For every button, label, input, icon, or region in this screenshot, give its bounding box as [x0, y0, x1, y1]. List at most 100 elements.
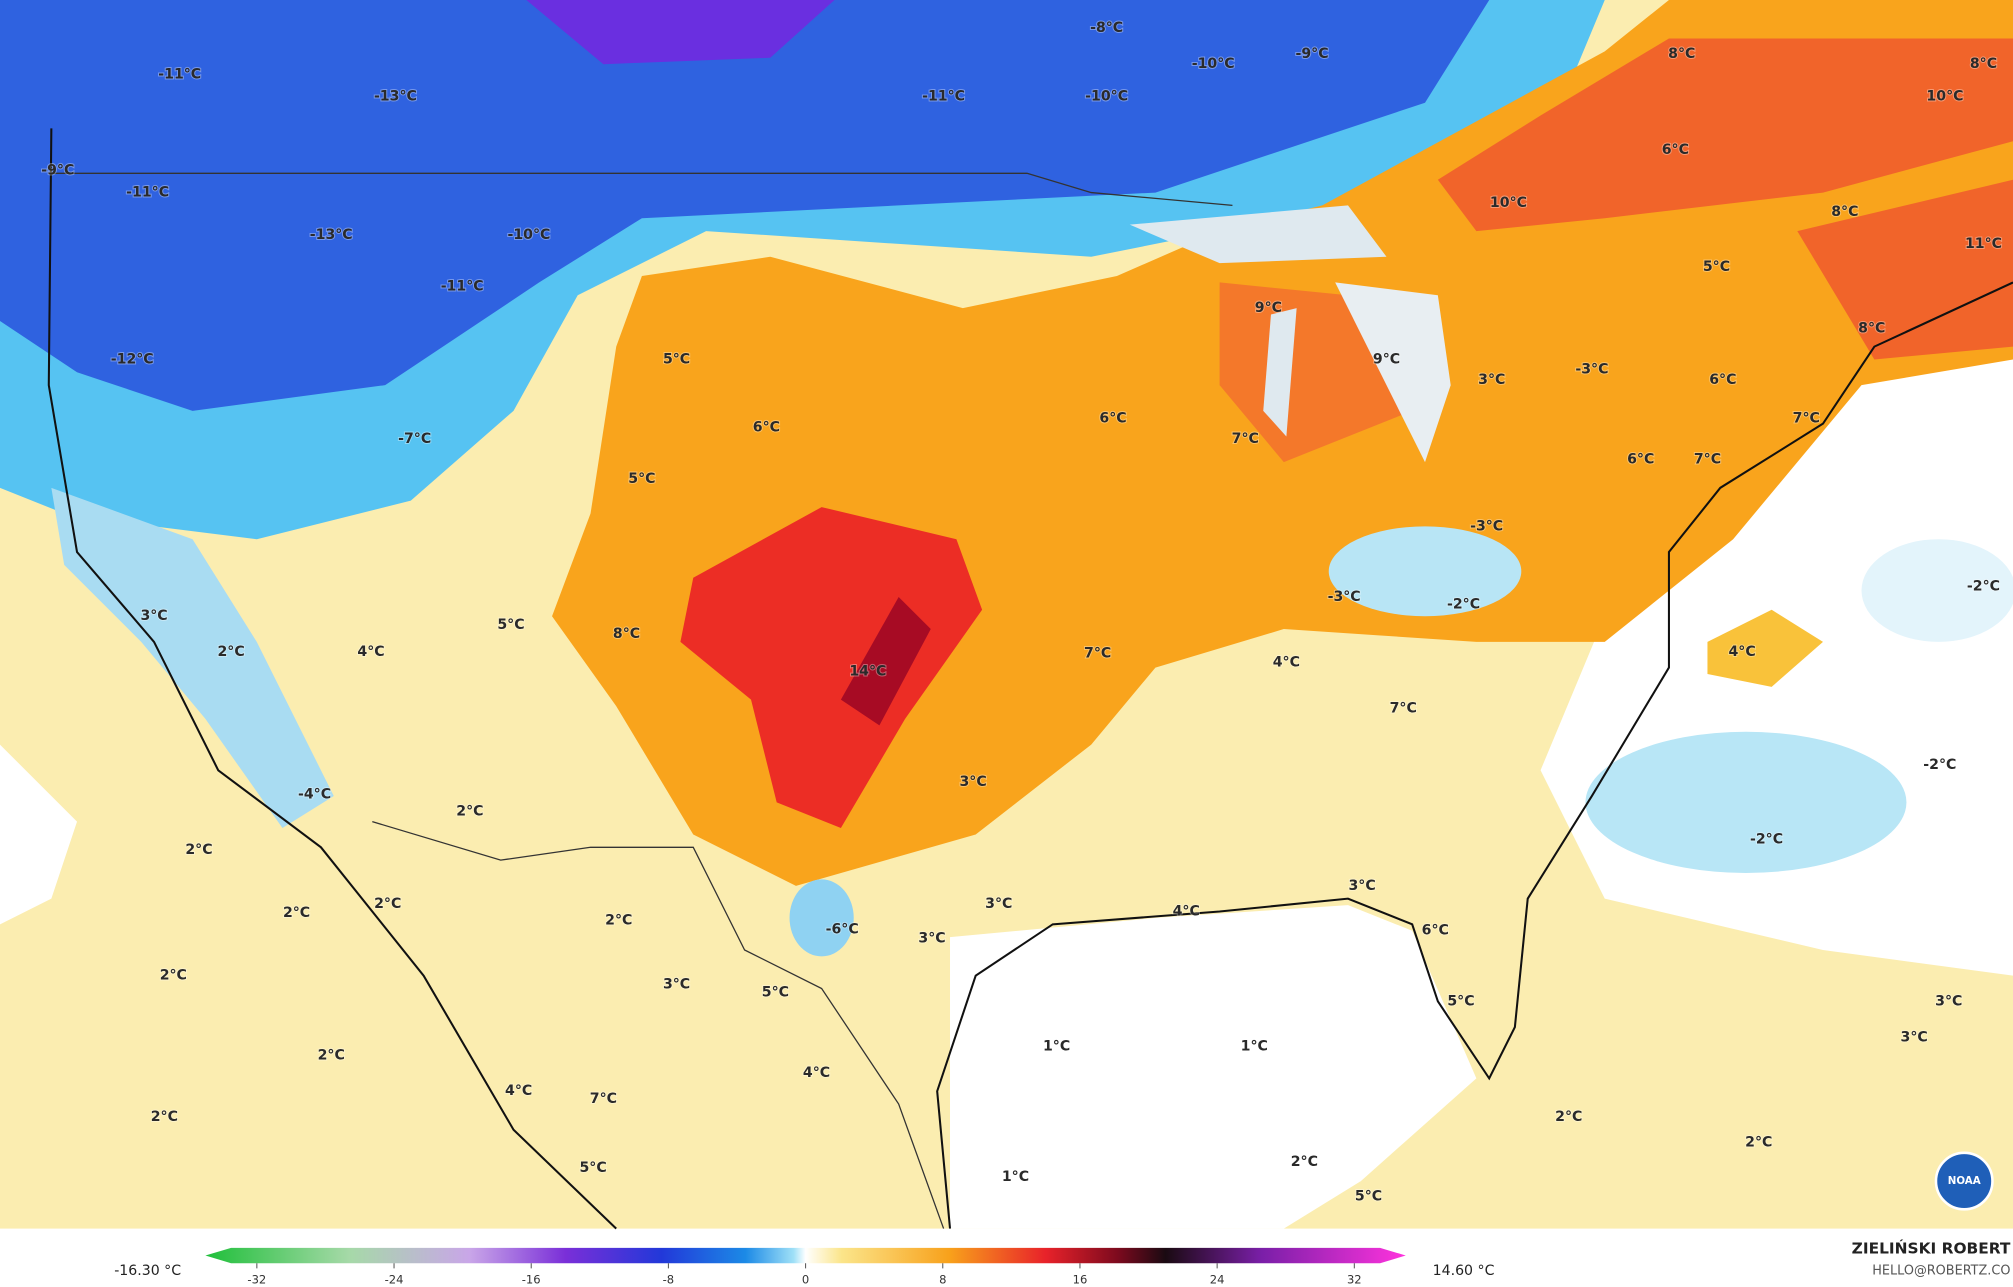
border	[51, 172, 1233, 207]
temperature-label: 3°C	[663, 977, 690, 993]
temperature-label: 2°C	[1745, 1135, 1772, 1151]
tick-label: 0	[802, 1272, 809, 1286]
temperature-label: 3°C	[1348, 878, 1375, 894]
temperature-label: 4°C	[357, 644, 384, 660]
temperature-label: 5°C	[663, 351, 690, 367]
credit-name: ZIELIŃSKI ROBERT	[1852, 1239, 2011, 1258]
temperature-label: 9°C	[1255, 300, 1282, 316]
temperature-label: 11°C	[1965, 236, 2002, 252]
temperature-label: 8°C	[613, 626, 640, 642]
temperature-label: 6°C	[1627, 452, 1654, 468]
temperature-label: 3°C	[1478, 372, 1505, 388]
atlantic-cool	[1585, 731, 1907, 873]
warm-zone	[1797, 179, 2013, 360]
temperature-label: 6°C	[1422, 923, 1449, 939]
temperature-label: 2°C	[318, 1047, 345, 1063]
temperature-label: 2°C	[283, 905, 310, 921]
tick-label: 8	[939, 1272, 946, 1286]
temperature-label: 9°C	[1373, 351, 1400, 367]
tick-label: -24	[385, 1272, 404, 1286]
logo-text: NOAA	[1948, 1175, 1981, 1187]
coast-cool	[51, 487, 334, 829]
temperature-label: -9°C	[41, 163, 74, 179]
tick-label: 32	[1347, 1272, 1362, 1286]
temperature-label: 7°C	[1793, 411, 1820, 427]
temperature-label: 6°C	[753, 420, 780, 436]
temperature-label: 3°C	[960, 774, 987, 790]
tick-label: -16	[522, 1272, 541, 1286]
temperature-label: 6°C	[1662, 142, 1689, 158]
temperature-label: -9°C	[1295, 46, 1328, 62]
temperature-label: 5°C	[579, 1160, 606, 1176]
temperature-label: 10°C	[1926, 88, 1963, 104]
temperature-label: 6°C	[1709, 372, 1736, 388]
temperature-label: -3°C	[1575, 362, 1608, 378]
temperature-label: -7°C	[398, 431, 431, 447]
temperature-label: -4°C	[298, 787, 331, 803]
temperature-label: 8°C	[1668, 46, 1695, 62]
temperature-label: 1°C	[1043, 1038, 1070, 1054]
temperature-label: 3°C	[985, 896, 1012, 912]
tick-label: -8	[663, 1272, 675, 1286]
legend: -16.30 °C 14.60 °C -32 -24 -16 -8 0 8 16 24 32	[114, 1247, 1495, 1286]
temperature-label: -11°C	[126, 185, 169, 201]
coastline	[936, 281, 2013, 1229]
temperature-label: -3°C	[1328, 589, 1361, 605]
temperature-label: 3°C	[918, 930, 945, 946]
temperature-label: 8°C	[1831, 204, 1858, 220]
temperature-label: 5°C	[762, 984, 789, 1000]
temperature-labels: -11°C -13°C -8°C -10°C -9°C -11°C -10°C 8°C 10°C…	[40, 19, 2003, 1205]
ohio-cool	[1328, 526, 1522, 617]
temperature-label: 8°C	[1970, 56, 1997, 72]
temperature-label: 2°C	[456, 803, 483, 819]
temperature-label: 7°C	[1390, 701, 1417, 717]
temperature-label: 7°C	[1694, 452, 1721, 468]
temperature-label: -11°C	[441, 278, 484, 294]
temperature-label: 4°C	[1273, 654, 1300, 670]
min-label: -16.30 °C	[114, 1263, 181, 1279]
colorbar	[205, 1247, 1406, 1264]
temperature-label: 2°C	[217, 644, 244, 660]
atlantic-warm	[1707, 609, 1823, 687]
temperature-label: 5°C	[497, 617, 524, 633]
temperature-label: 8°C	[1858, 321, 1885, 337]
temperature-label: 2°C	[151, 1109, 178, 1125]
tick-label: 24	[1210, 1272, 1225, 1286]
temperature-label: 1°C	[1002, 1169, 1029, 1185]
hot-core	[840, 596, 931, 726]
temperature-label: 4°C	[505, 1083, 532, 1099]
temperature-label: 2°C	[185, 842, 212, 858]
temperature-label: 5°C	[628, 471, 655, 487]
logo	[1934, 1151, 1994, 1211]
temperature-label: 5°C	[1703, 259, 1730, 275]
temperature-label: 3°C	[140, 608, 167, 624]
temperature-label: -13°C	[374, 88, 417, 104]
temperature-label: -2°C	[1967, 579, 2000, 595]
temperature-label: 2°C	[605, 912, 632, 928]
temperature-label: 2°C	[160, 968, 187, 984]
hot-zone	[680, 507, 983, 829]
temperature-label: 2°C	[1291, 1154, 1318, 1170]
temperature-label: 7°C	[590, 1091, 617, 1107]
max-label: 14.60 °C	[1433, 1263, 1495, 1279]
temperature-label: 10°C	[1490, 195, 1527, 211]
temperature-label: -10°C	[1192, 56, 1235, 72]
temperature-label: 3°C	[1901, 1029, 1928, 1045]
tick-label: -32	[247, 1272, 266, 1286]
warm-zone	[1437, 38, 2013, 232]
cold-core	[526, 0, 835, 65]
temperature-label: -11°C	[158, 66, 201, 82]
temperature-label: -11°C	[922, 88, 965, 104]
temperature-label: -13°C	[310, 227, 353, 243]
temperature-label: 6°C	[1099, 411, 1126, 427]
lake-superior	[1129, 205, 1387, 264]
pacific-white	[0, 744, 78, 925]
temperature-label: -2°C	[1923, 757, 1956, 773]
temperature-label: 4°C	[1729, 644, 1756, 660]
temperature-label: -2°C	[1447, 597, 1480, 613]
border	[372, 821, 945, 1229]
atlantic-cool	[1861, 539, 2013, 642]
tick-label: 16	[1073, 1272, 1088, 1286]
temperature-label: -12°C	[111, 351, 154, 367]
temperature-label: 3°C	[1935, 993, 1962, 1009]
